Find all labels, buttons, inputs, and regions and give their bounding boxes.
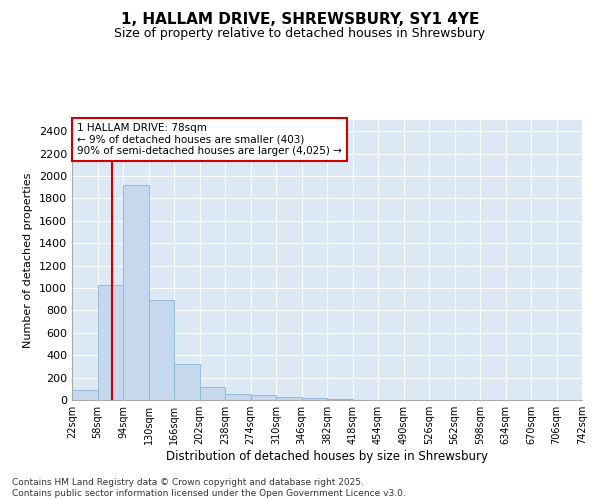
Text: Contains HM Land Registry data © Crown copyright and database right 2025.
Contai: Contains HM Land Registry data © Crown c… xyxy=(12,478,406,498)
Text: 1, HALLAM DRIVE, SHREWSBURY, SY1 4YE: 1, HALLAM DRIVE, SHREWSBURY, SY1 4YE xyxy=(121,12,479,28)
Bar xyxy=(174,364,199,400)
Bar xyxy=(327,399,353,400)
Bar xyxy=(276,396,302,400)
Bar xyxy=(302,398,327,400)
Bar xyxy=(123,185,149,400)
Text: 1 HALLAM DRIVE: 78sqm
← 9% of detached houses are smaller (403)
90% of semi-deta: 1 HALLAM DRIVE: 78sqm ← 9% of detached h… xyxy=(77,123,342,156)
Bar xyxy=(72,390,97,400)
Bar xyxy=(97,284,123,400)
Text: Size of property relative to detached houses in Shrewsbury: Size of property relative to detached ho… xyxy=(115,28,485,40)
Bar xyxy=(199,387,225,400)
Y-axis label: Number of detached properties: Number of detached properties xyxy=(23,172,34,348)
Bar xyxy=(251,395,276,400)
Bar xyxy=(225,394,251,400)
X-axis label: Distribution of detached houses by size in Shrewsbury: Distribution of detached houses by size … xyxy=(166,450,488,463)
Bar xyxy=(149,300,174,400)
